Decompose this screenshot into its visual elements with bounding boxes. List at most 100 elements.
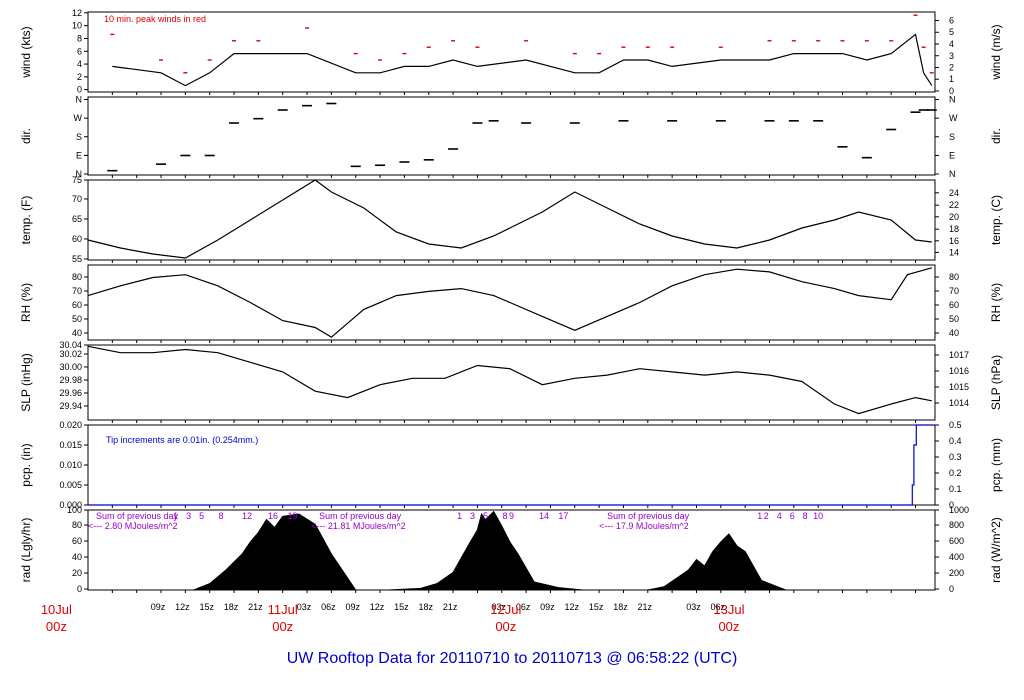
y-right-tick-label: 0 — [949, 584, 954, 594]
y-axis-label-right: temp. (C) — [989, 195, 1003, 245]
y-right-tick-label: 2 — [949, 62, 954, 72]
y-axis-label-right: pcp. (mm) — [989, 438, 1003, 492]
y-axis-label: dir. — [19, 128, 33, 144]
y-tick-label: 40 — [72, 552, 82, 562]
x-hour-label: 12z — [175, 602, 190, 612]
x-hour-label: 18z — [613, 602, 628, 612]
y-tick-label: 0.015 — [59, 440, 82, 450]
y-right-tick-label: 0 — [949, 86, 954, 96]
y-tick-label: 0.010 — [59, 460, 82, 470]
y-right-tick-label: 80 — [949, 272, 959, 282]
y-tick-label: 30.02 — [59, 349, 82, 359]
x-hour-label: 06z — [321, 602, 336, 612]
y-tick-label: 75 — [72, 175, 82, 185]
y-right-tick-label: 0.2 — [949, 468, 962, 478]
x-hour-label: 12z — [565, 602, 580, 612]
hour-marker: 1 — [457, 511, 462, 521]
y-tick-label: 70 — [72, 194, 82, 204]
y-right-tick-label: 6 — [949, 16, 954, 26]
y-axis-label: RH (%) — [19, 283, 33, 322]
day-label: 10Jul 00z — [41, 602, 72, 634]
y-right-tick-label: 0.1 — [949, 484, 962, 494]
hour-marker: 1 — [173, 511, 178, 521]
daily-sum: <--- 17.9 MJoules/m^2 — [599, 521, 689, 531]
y-right-tick-label: S — [949, 132, 955, 142]
radiation-area — [88, 510, 935, 591]
hour-marker: 2 — [764, 511, 769, 521]
y-tick-label: 8 — [77, 33, 82, 43]
x-hour-label: 12z — [370, 602, 385, 612]
day-time: 00z — [718, 619, 739, 634]
y-axis-label-right: RH (%) — [989, 283, 1003, 322]
hour-marker: 12 — [242, 511, 252, 521]
y-tick-label: 6 — [77, 46, 82, 56]
x-hour-label: 15z — [394, 602, 409, 612]
y-tick-label: 50 — [72, 314, 82, 324]
y-right-tick-label: 800 — [949, 520, 964, 530]
y-tick-label: 10 — [72, 21, 82, 31]
y-tick-label: 40 — [72, 328, 82, 338]
panel-frame — [87, 264, 936, 341]
y-tick-label: W — [74, 113, 83, 123]
hour-marker: 5 — [483, 511, 488, 521]
day-label: 13Jul 00z — [713, 602, 744, 634]
day-time: 00z — [46, 619, 67, 634]
y-tick-label: 30.00 — [59, 362, 82, 372]
x-hour-label: 06z — [711, 602, 726, 612]
y-tick-label: 12 — [72, 8, 82, 18]
y-axis-label-right: dir. — [989, 128, 1003, 144]
y-right-tick-label: 60 — [949, 300, 959, 310]
hour-marker: 19 — [287, 511, 297, 521]
series-line — [88, 424, 935, 506]
y-tick-label: 100 — [67, 505, 82, 515]
hour-marker: 5 — [199, 511, 204, 521]
x-hour-label: 09z — [151, 602, 166, 612]
y-right-tick-label: N — [949, 94, 956, 104]
x-hour-label: 03z — [686, 602, 701, 612]
y-right-tick-label: 400 — [949, 552, 964, 562]
y-tick-label: 0.005 — [59, 480, 82, 490]
y-right-tick-label: 16 — [949, 236, 959, 246]
y-right-tick-label: 3 — [949, 51, 954, 61]
x-hour-label: 18z — [224, 602, 239, 612]
y-right-tick-label: 24 — [949, 188, 959, 198]
hour-marker: 3 — [186, 511, 191, 521]
hour-marker: 9 — [509, 511, 514, 521]
y-tick-label: 30.04 — [59, 340, 82, 350]
day-date: 10Jul — [41, 602, 72, 617]
y-tick-label: 0 — [77, 584, 82, 594]
y-axis-label: pcp. (in) — [19, 443, 33, 486]
series-line — [87, 345, 932, 415]
hour-marker: 8 — [803, 511, 808, 521]
y-right-tick-label: 0 — [949, 500, 954, 510]
x-hour-label: 15z — [199, 602, 214, 612]
y-right-tick-label: 0.5 — [949, 420, 962, 430]
series-line — [112, 33, 933, 87]
y-right-tick-label: 1000 — [949, 505, 969, 515]
day-label: 12Jul 00z — [490, 602, 521, 634]
y-right-tick-label: 1014 — [949, 398, 969, 408]
y-tick-label: S — [76, 132, 82, 142]
sum-title: Sum of previous day — [607, 511, 690, 521]
day-date: 12Jul — [490, 602, 521, 617]
y-tick-label: 60 — [72, 536, 82, 546]
x-hour-label: 18z — [418, 602, 433, 612]
y-right-tick-label: 0.4 — [949, 436, 962, 446]
y-tick-label: E — [76, 150, 82, 160]
hour-marker: 16 — [268, 511, 278, 521]
day-date: 11Jul — [268, 602, 298, 617]
y-right-tick-label: 0.3 — [949, 452, 962, 462]
panel-frame — [87, 96, 936, 176]
y-tick-label: 2 — [77, 72, 82, 82]
y-right-tick-label: 14 — [949, 247, 959, 257]
annotation: Tip increments are 0.01in. (0.254mm.) — [106, 435, 258, 445]
y-right-tick-label: 1 — [949, 74, 954, 84]
y-tick-label: 65 — [72, 214, 82, 224]
hour-marker: 10 — [813, 511, 823, 521]
y-right-tick-label: 1017 — [949, 350, 969, 360]
daily-sum: <--- 2.80 MJoules/m^2 — [88, 521, 178, 531]
y-right-tick-label: 200 — [949, 568, 964, 578]
